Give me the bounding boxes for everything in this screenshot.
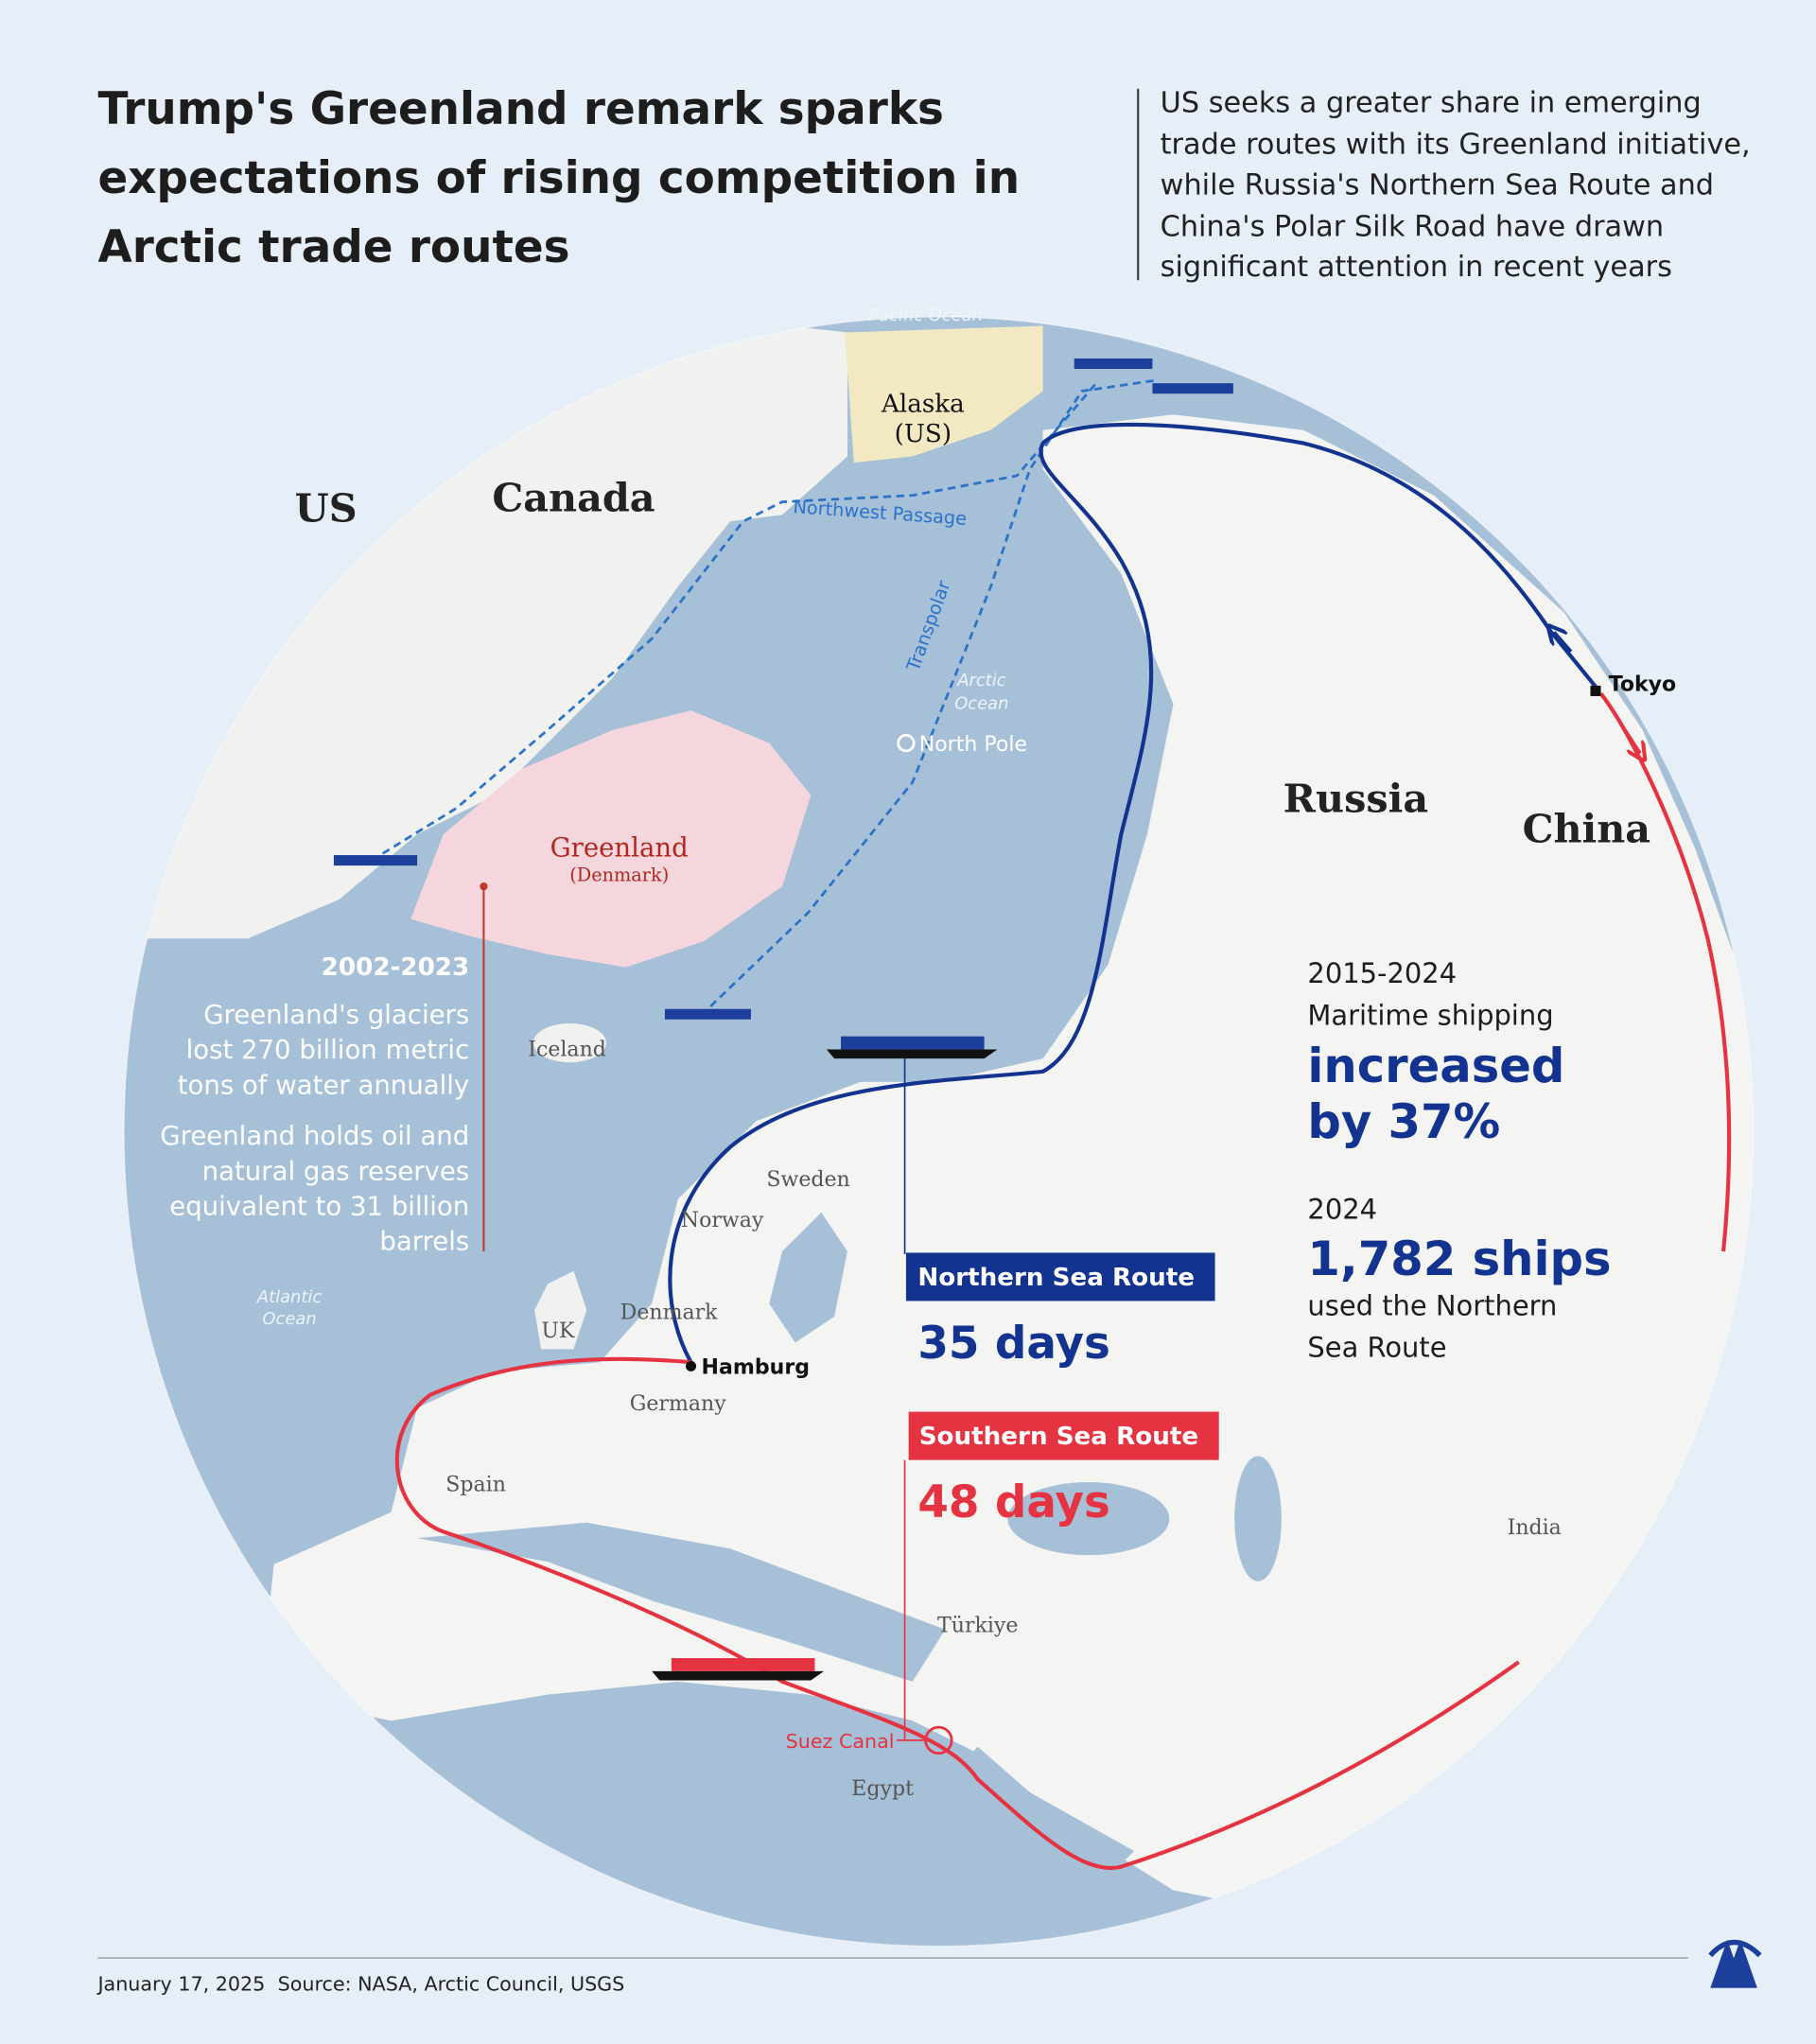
globe-edge bbox=[123, 316, 1755, 1948]
country-label: China bbox=[1523, 805, 1650, 851]
ship-hull bbox=[652, 1670, 825, 1681]
place-label: North Pole bbox=[919, 733, 1027, 757]
stat-label: 2015-2024 bbox=[1307, 957, 1457, 989]
ship-hull bbox=[826, 1049, 998, 1059]
route-duration: 48 days bbox=[917, 1477, 1110, 1529]
ship bbox=[671, 1658, 815, 1671]
ocean-label: Pacific Ocean bbox=[868, 306, 983, 325]
footer-source: Source: NASA, Arctic Council, USGS bbox=[278, 1972, 625, 1995]
subtitle-line: China's Polar Silk Road have drawn bbox=[1161, 210, 1664, 243]
subtitle-line: trade routes with its Greenland initiati… bbox=[1161, 129, 1751, 162]
ship bbox=[1152, 383, 1233, 394]
country-label: Sweden bbox=[766, 1168, 849, 1192]
fact-line: tons of water annually bbox=[178, 1070, 470, 1100]
stat-label: used the Northern bbox=[1307, 1290, 1557, 1322]
country-label: US bbox=[295, 484, 358, 531]
northern-sea-route bbox=[668, 422, 1598, 1364]
greenland bbox=[410, 710, 812, 968]
title-line: Arctic trade routes bbox=[97, 222, 569, 273]
southern-sea-route bbox=[394, 1356, 1520, 1871]
country-label: Norway bbox=[681, 1209, 764, 1232]
title-line: expectations of rising competition in bbox=[97, 153, 1020, 204]
logo-mark bbox=[1710, 1939, 1757, 1988]
land bbox=[124, 319, 1754, 1916]
fact-line: Greenland's glaciers bbox=[203, 1000, 469, 1030]
fact-period: 2002-2023 bbox=[322, 953, 470, 982]
subtitle-line: US seeks a greater share in emerging bbox=[1161, 87, 1702, 120]
subtitle-line: significant attention in recent years bbox=[1161, 251, 1672, 284]
route-arrow bbox=[1621, 725, 1640, 754]
title-line: Trump's Greenland remark sparks bbox=[97, 84, 943, 135]
mediterranean bbox=[417, 1522, 946, 1682]
stat-value: 1,782 ships bbox=[1307, 1232, 1611, 1286]
country-label: Türkiye bbox=[937, 1614, 1018, 1637]
country-label: Alaska bbox=[881, 391, 965, 419]
ship bbox=[841, 1036, 985, 1050]
tokyo-marker bbox=[1590, 685, 1601, 696]
country-label: (Denmark) bbox=[569, 865, 669, 886]
ship bbox=[333, 855, 418, 866]
ocean-label: Atlantic bbox=[256, 1287, 323, 1307]
country-label: Denmark bbox=[620, 1302, 719, 1325]
black-sea bbox=[1007, 1482, 1170, 1556]
ship bbox=[1074, 358, 1153, 370]
ocean-label: Ocean bbox=[954, 694, 1008, 714]
stat-label: Maritime shipping bbox=[1307, 999, 1553, 1031]
country-label: Canada bbox=[492, 474, 655, 520]
red-sea bbox=[964, 1746, 1135, 1864]
marker bbox=[480, 882, 488, 891]
fact-line: lost 270 billion metric bbox=[186, 1035, 470, 1065]
ocean-label: Ocean bbox=[262, 1309, 316, 1329]
country-label: Russia bbox=[1283, 776, 1428, 822]
fact-line: Greenland holds oil and bbox=[160, 1121, 469, 1151]
country-label: UK bbox=[541, 1319, 575, 1343]
place-label: Suez Canal bbox=[786, 1730, 895, 1753]
ship-icons bbox=[333, 358, 1233, 1681]
stat-value: by 37% bbox=[1307, 1094, 1500, 1149]
country-label: India bbox=[1508, 1516, 1562, 1540]
country-label: Greenland bbox=[550, 832, 689, 863]
transpolar-route bbox=[709, 379, 1154, 1007]
logo-arc bbox=[1708, 1939, 1762, 1958]
iceland bbox=[533, 1022, 606, 1063]
place-label: Tokyo bbox=[1609, 673, 1676, 696]
subtitle-line: while Russia's Northern Sea Route and bbox=[1161, 168, 1714, 201]
ship bbox=[664, 1008, 751, 1020]
caspian-sea bbox=[1234, 1456, 1282, 1581]
route-duration: 35 days bbox=[917, 1319, 1110, 1370]
north-pole-marker bbox=[897, 733, 916, 753]
stat-label: 2024 bbox=[1307, 1194, 1377, 1226]
hamburg-marker bbox=[686, 1360, 697, 1371]
logo bbox=[1708, 1939, 1762, 1988]
country-label: Iceland bbox=[528, 1038, 606, 1061]
fact-line: barrels bbox=[379, 1227, 469, 1257]
route-arrow bbox=[1554, 632, 1573, 654]
route-box bbox=[905, 1252, 1215, 1302]
place-label: Hamburg bbox=[702, 1356, 810, 1380]
ocean-label: Arctic bbox=[956, 671, 1005, 690]
fact-line: equivalent to 31 billion bbox=[169, 1191, 469, 1221]
country-label: Spain bbox=[445, 1474, 506, 1497]
stat-value: increased bbox=[1307, 1039, 1564, 1093]
footer-date: January 17, 2025 bbox=[96, 1972, 265, 1995]
uk bbox=[534, 1270, 587, 1350]
fact-line: natural gas reserves bbox=[202, 1156, 470, 1186]
route-name: Southern Sea Route bbox=[919, 1423, 1198, 1451]
country-label: (US) bbox=[895, 420, 952, 448]
alaska bbox=[845, 325, 1043, 463]
baltic-sea bbox=[769, 1212, 847, 1343]
country-label: Egypt bbox=[851, 1777, 914, 1801]
route-box bbox=[908, 1411, 1219, 1460]
country-label: Germany bbox=[630, 1392, 726, 1416]
stat-label: Sea Route bbox=[1307, 1332, 1446, 1364]
route-name: Northern Sea Route bbox=[917, 1264, 1195, 1292]
north-america bbox=[124, 319, 847, 939]
